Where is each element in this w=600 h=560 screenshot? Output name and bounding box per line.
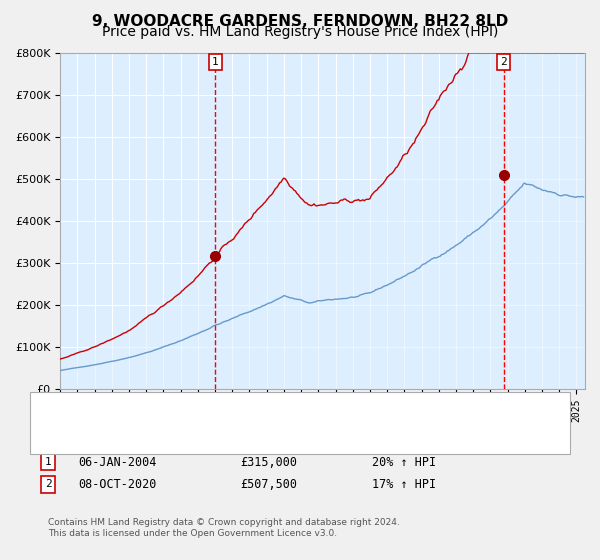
Text: 1: 1 [44, 457, 52, 467]
Text: 06-JAN-2004: 06-JAN-2004 [78, 455, 157, 469]
Text: 2: 2 [44, 479, 52, 489]
Text: 20% ↑ HPI: 20% ↑ HPI [372, 455, 436, 469]
Text: Contains HM Land Registry data © Crown copyright and database right 2024.
This d: Contains HM Land Registry data © Crown c… [48, 518, 400, 538]
Text: 17% ↑ HPI: 17% ↑ HPI [372, 478, 436, 491]
Text: 2: 2 [500, 57, 507, 67]
Text: 9, WOODACRE GARDENS, FERNDOWN, BH22 8LD (detached house): 9, WOODACRE GARDENS, FERNDOWN, BH22 8LD … [93, 402, 445, 412]
Text: £507,500: £507,500 [240, 478, 297, 491]
Text: 08-OCT-2020: 08-OCT-2020 [78, 478, 157, 491]
Text: HPI: Average price, detached house, Dorset: HPI: Average price, detached house, Dors… [93, 422, 320, 432]
Text: Price paid vs. HM Land Registry's House Price Index (HPI): Price paid vs. HM Land Registry's House … [102, 25, 498, 39]
Text: 9, WOODACRE GARDENS, FERNDOWN, BH22 8LD: 9, WOODACRE GARDENS, FERNDOWN, BH22 8LD [92, 14, 508, 29]
Text: 1: 1 [212, 57, 219, 67]
Text: £315,000: £315,000 [240, 455, 297, 469]
